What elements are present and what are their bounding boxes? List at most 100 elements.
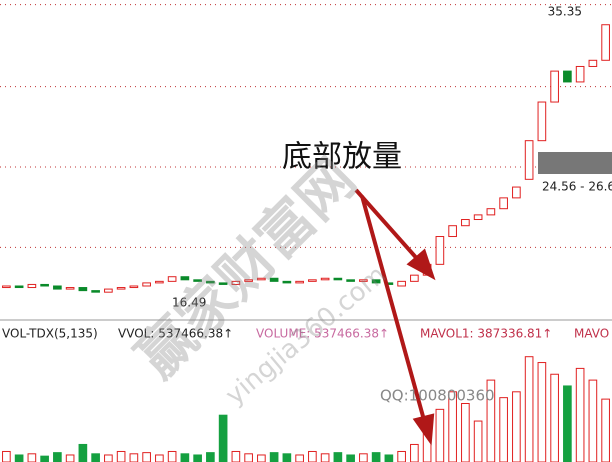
watermark-qq: QQ:100800360 bbox=[380, 387, 495, 405]
candle-body bbox=[461, 219, 470, 227]
vvol-label: VVOL: 537466.38↑ bbox=[118, 327, 233, 341]
volume-bar bbox=[333, 452, 343, 462]
candle-body bbox=[601, 24, 610, 61]
candle-body bbox=[116, 287, 126, 290]
volume-bar bbox=[218, 414, 228, 462]
volume-bar bbox=[27, 453, 37, 462]
candle-body bbox=[371, 279, 381, 284]
range-label: 24.56 - 26.6 bbox=[542, 180, 612, 194]
candle-body bbox=[435, 236, 445, 265]
volume-bar bbox=[563, 385, 572, 462]
volume-label: VOLUME: 537466.38↑ bbox=[256, 327, 389, 341]
volume-bar bbox=[78, 443, 88, 462]
volume-bar bbox=[435, 408, 445, 462]
volume-bar bbox=[461, 403, 470, 462]
candle-body bbox=[282, 280, 292, 284]
volume-bar bbox=[53, 452, 62, 462]
candle-body bbox=[27, 283, 37, 289]
candle-body bbox=[231, 280, 241, 285]
mavol-label: MAVOL1: 387336.81↑ bbox=[420, 327, 552, 341]
volume-bar bbox=[2, 450, 11, 462]
candle-body bbox=[473, 214, 483, 221]
volume-bar bbox=[320, 453, 330, 462]
volume-bar bbox=[193, 454, 202, 462]
volume-bar bbox=[486, 379, 496, 462]
high-label: 35.35 bbox=[548, 5, 582, 19]
arrow-shaft bbox=[360, 195, 426, 421]
candle-body bbox=[40, 283, 49, 287]
candle-body bbox=[295, 280, 304, 284]
volume-bar bbox=[116, 450, 126, 462]
volume-bar bbox=[308, 450, 317, 462]
candle-body bbox=[14, 285, 24, 289]
arrow-head bbox=[406, 248, 436, 281]
candle-body bbox=[448, 225, 457, 238]
candle-body bbox=[193, 279, 202, 282]
volume-bar bbox=[231, 450, 241, 462]
volume-bar bbox=[104, 454, 113, 462]
volume-bar bbox=[397, 450, 406, 462]
volume-bar bbox=[550, 373, 559, 462]
volume-bar bbox=[269, 452, 279, 462]
range-box bbox=[538, 152, 612, 174]
candle-body bbox=[410, 274, 419, 282]
volume-bar bbox=[575, 367, 585, 462]
candle-body bbox=[346, 279, 355, 282]
candle-body bbox=[320, 277, 330, 281]
candle-body bbox=[575, 65, 585, 83]
candle-body bbox=[269, 277, 279, 282]
volume-bar bbox=[371, 452, 381, 462]
candle-body bbox=[537, 101, 547, 142]
candle-body bbox=[333, 277, 343, 281]
volume-bar bbox=[180, 453, 190, 462]
volume-bar bbox=[473, 420, 483, 462]
candle-body bbox=[588, 59, 598, 67]
candle-body bbox=[359, 279, 368, 282]
plot bbox=[0, 4, 612, 462]
volume-bar bbox=[129, 453, 139, 462]
volume-bar bbox=[155, 454, 164, 462]
low-label: 16.49 bbox=[172, 296, 206, 310]
candle-body bbox=[129, 285, 139, 289]
volume-bar bbox=[384, 454, 394, 462]
arrow-head bbox=[412, 413, 435, 446]
candle-body bbox=[180, 276, 190, 281]
candle-body bbox=[257, 277, 266, 281]
volume-bar bbox=[601, 398, 610, 462]
candle-body bbox=[244, 279, 253, 282]
candle-body bbox=[512, 186, 521, 199]
candle-body bbox=[524, 140, 534, 180]
annotation-arrows bbox=[354, 188, 436, 446]
volume-bar bbox=[499, 397, 508, 462]
volume-bar bbox=[588, 379, 598, 462]
annotation: 底部放量 bbox=[282, 140, 402, 175]
candle-body bbox=[550, 70, 559, 103]
candle-body bbox=[397, 280, 406, 287]
arrow-shaft bbox=[354, 188, 422, 264]
candle-body bbox=[104, 288, 113, 293]
volume-bar bbox=[512, 391, 521, 462]
volume-bar bbox=[524, 356, 534, 462]
volume-bar bbox=[167, 450, 177, 462]
candle-body bbox=[206, 280, 215, 284]
candle-body bbox=[218, 282, 228, 285]
volume-bar bbox=[410, 443, 419, 462]
volume-bar bbox=[14, 454, 24, 462]
candle-body bbox=[167, 276, 177, 282]
candle-body bbox=[65, 287, 75, 290]
candle-body bbox=[563, 70, 572, 83]
candle-body bbox=[155, 280, 164, 284]
volume-bar bbox=[40, 455, 49, 462]
candle-body bbox=[486, 208, 496, 216]
candle-body bbox=[499, 197, 508, 210]
volume-bar bbox=[359, 453, 368, 462]
candle-body bbox=[142, 282, 151, 287]
candle-body bbox=[91, 290, 100, 293]
volume-bar bbox=[282, 453, 292, 462]
volume-bar bbox=[346, 454, 355, 462]
volume-bar bbox=[244, 453, 253, 462]
candle-body bbox=[53, 285, 62, 290]
volume-bar bbox=[206, 452, 215, 462]
